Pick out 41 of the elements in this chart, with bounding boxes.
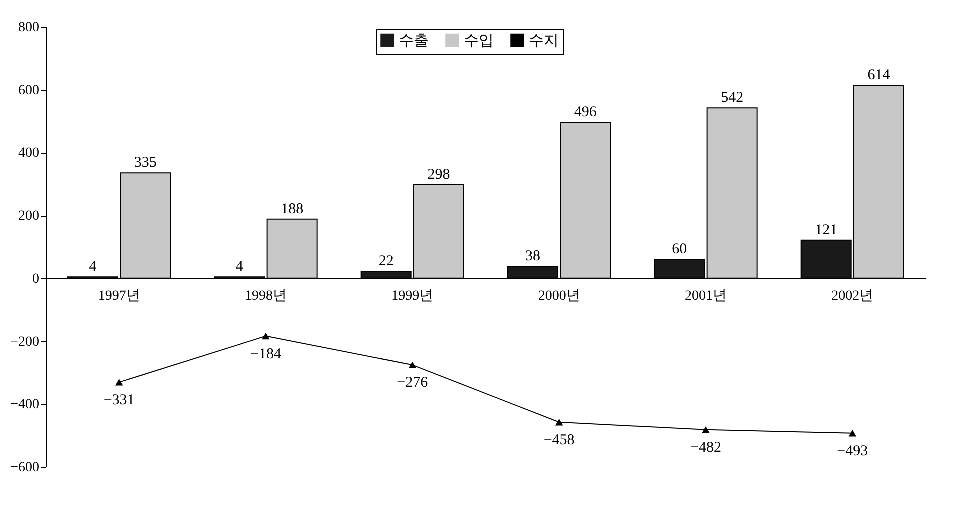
data-label: 60	[672, 242, 688, 258]
y-tick-label: 600	[18, 83, 40, 98]
point	[408, 362, 417, 369]
point	[262, 332, 270, 340]
data-label: 298	[428, 166, 450, 183]
x-tick-label: 2000년	[538, 288, 580, 304]
data-label: 335	[134, 155, 157, 172]
data-label: 614	[868, 67, 891, 84]
legend-label: 수지	[529, 34, 559, 50]
data-label: 188	[281, 201, 304, 218]
data-label: −331	[104, 392, 135, 408]
data-label: 38	[526, 248, 541, 264]
data-label: 542	[721, 90, 744, 106]
y-tick-label: 200	[18, 209, 40, 224]
data-label: 22	[378, 254, 394, 270]
point	[702, 426, 710, 434]
data-label: 4	[236, 259, 244, 276]
y-tick-label: 400	[18, 146, 40, 162]
data-label: 496	[574, 104, 598, 121]
data-label: 4	[89, 259, 98, 276]
data-label: −276	[397, 375, 429, 392]
y-tick-label: 0	[32, 272, 40, 287]
x-tick-label: 2002년	[832, 288, 874, 304]
point	[555, 419, 564, 426]
x-tick-label: 1998년	[245, 288, 287, 304]
y-tick-label: 800	[18, 20, 40, 36]
x-tick-label: 1997년	[98, 288, 140, 304]
x-tick-label: 1999년	[392, 288, 434, 304]
point	[115, 379, 124, 386]
data-label: −184	[250, 346, 282, 362]
y-tick-label: −400	[10, 398, 40, 413]
data-label: −458	[544, 432, 575, 448]
point	[848, 430, 857, 437]
legend-label: 수입	[464, 34, 494, 50]
y-tick-label: −600	[10, 460, 40, 476]
data-label: −482	[690, 440, 722, 456]
data-label: 121	[815, 222, 838, 238]
y-tick-label: −200	[10, 334, 40, 350]
x-tick-label: 2001년	[685, 288, 727, 304]
legend-label: 수출	[399, 34, 429, 50]
data-label: −493	[837, 443, 868, 460]
